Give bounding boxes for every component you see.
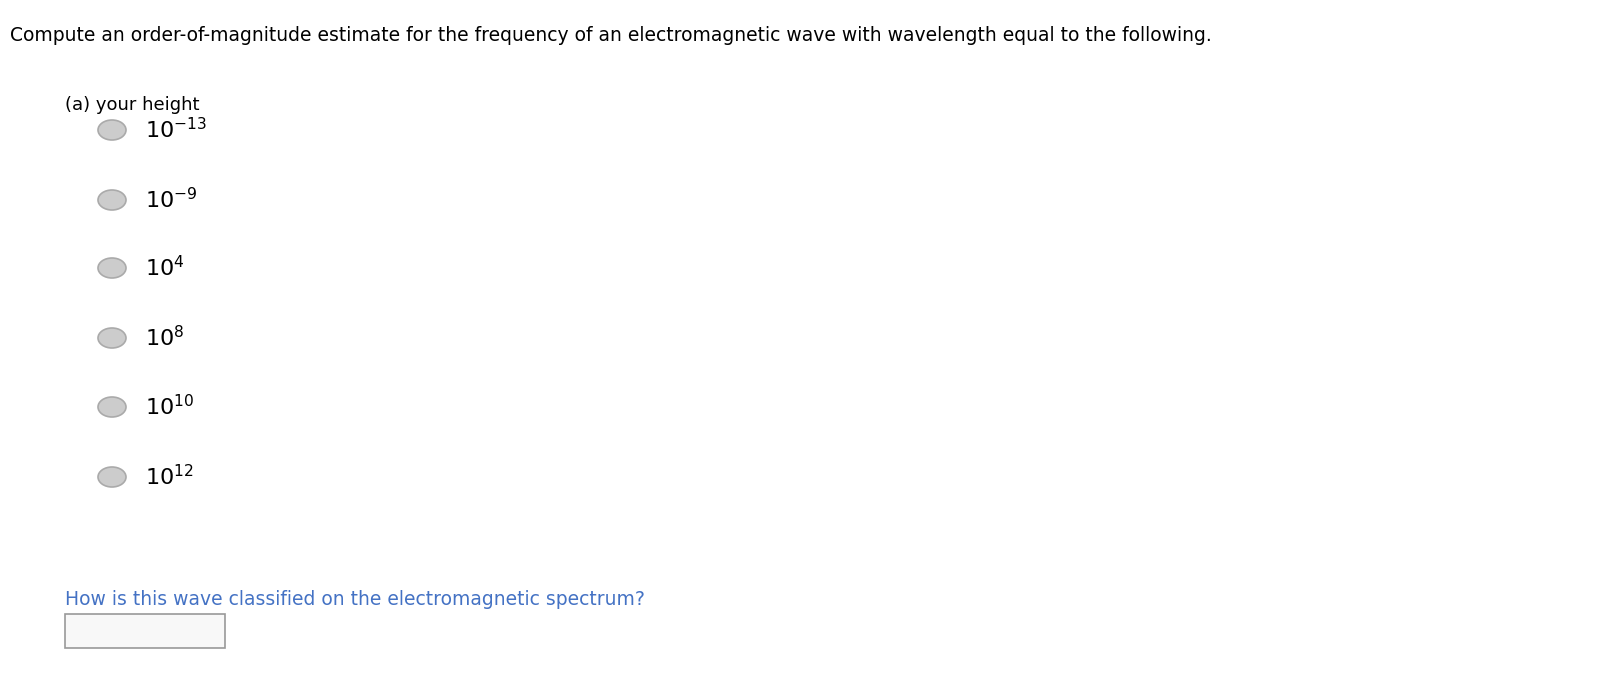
Text: $10^{-9}$: $10^{-9}$ <box>146 187 198 212</box>
Text: $10^{8}$: $10^{8}$ <box>146 325 185 351</box>
Ellipse shape <box>97 190 126 210</box>
Ellipse shape <box>97 328 126 348</box>
Text: $10^{-13}$: $10^{-13}$ <box>146 118 207 143</box>
Text: Compute an order-of-magnitude estimate for the frequency of an electromagnetic w: Compute an order-of-magnitude estimate f… <box>10 26 1212 45</box>
Text: How is this wave classified on the electromagnetic spectrum?: How is this wave classified on the elect… <box>65 590 645 609</box>
Text: ▼: ▼ <box>212 625 222 637</box>
FancyBboxPatch shape <box>65 614 225 648</box>
Text: ---Select---: ---Select--- <box>75 622 167 640</box>
Text: $10^{12}$: $10^{12}$ <box>146 464 194 489</box>
Text: $10^{10}$: $10^{10}$ <box>146 394 194 420</box>
Ellipse shape <box>97 120 126 140</box>
Ellipse shape <box>97 397 126 417</box>
Text: $10^{4}$: $10^{4}$ <box>146 256 185 281</box>
Ellipse shape <box>97 258 126 278</box>
Ellipse shape <box>97 467 126 487</box>
Text: (a) your height: (a) your height <box>65 96 199 114</box>
